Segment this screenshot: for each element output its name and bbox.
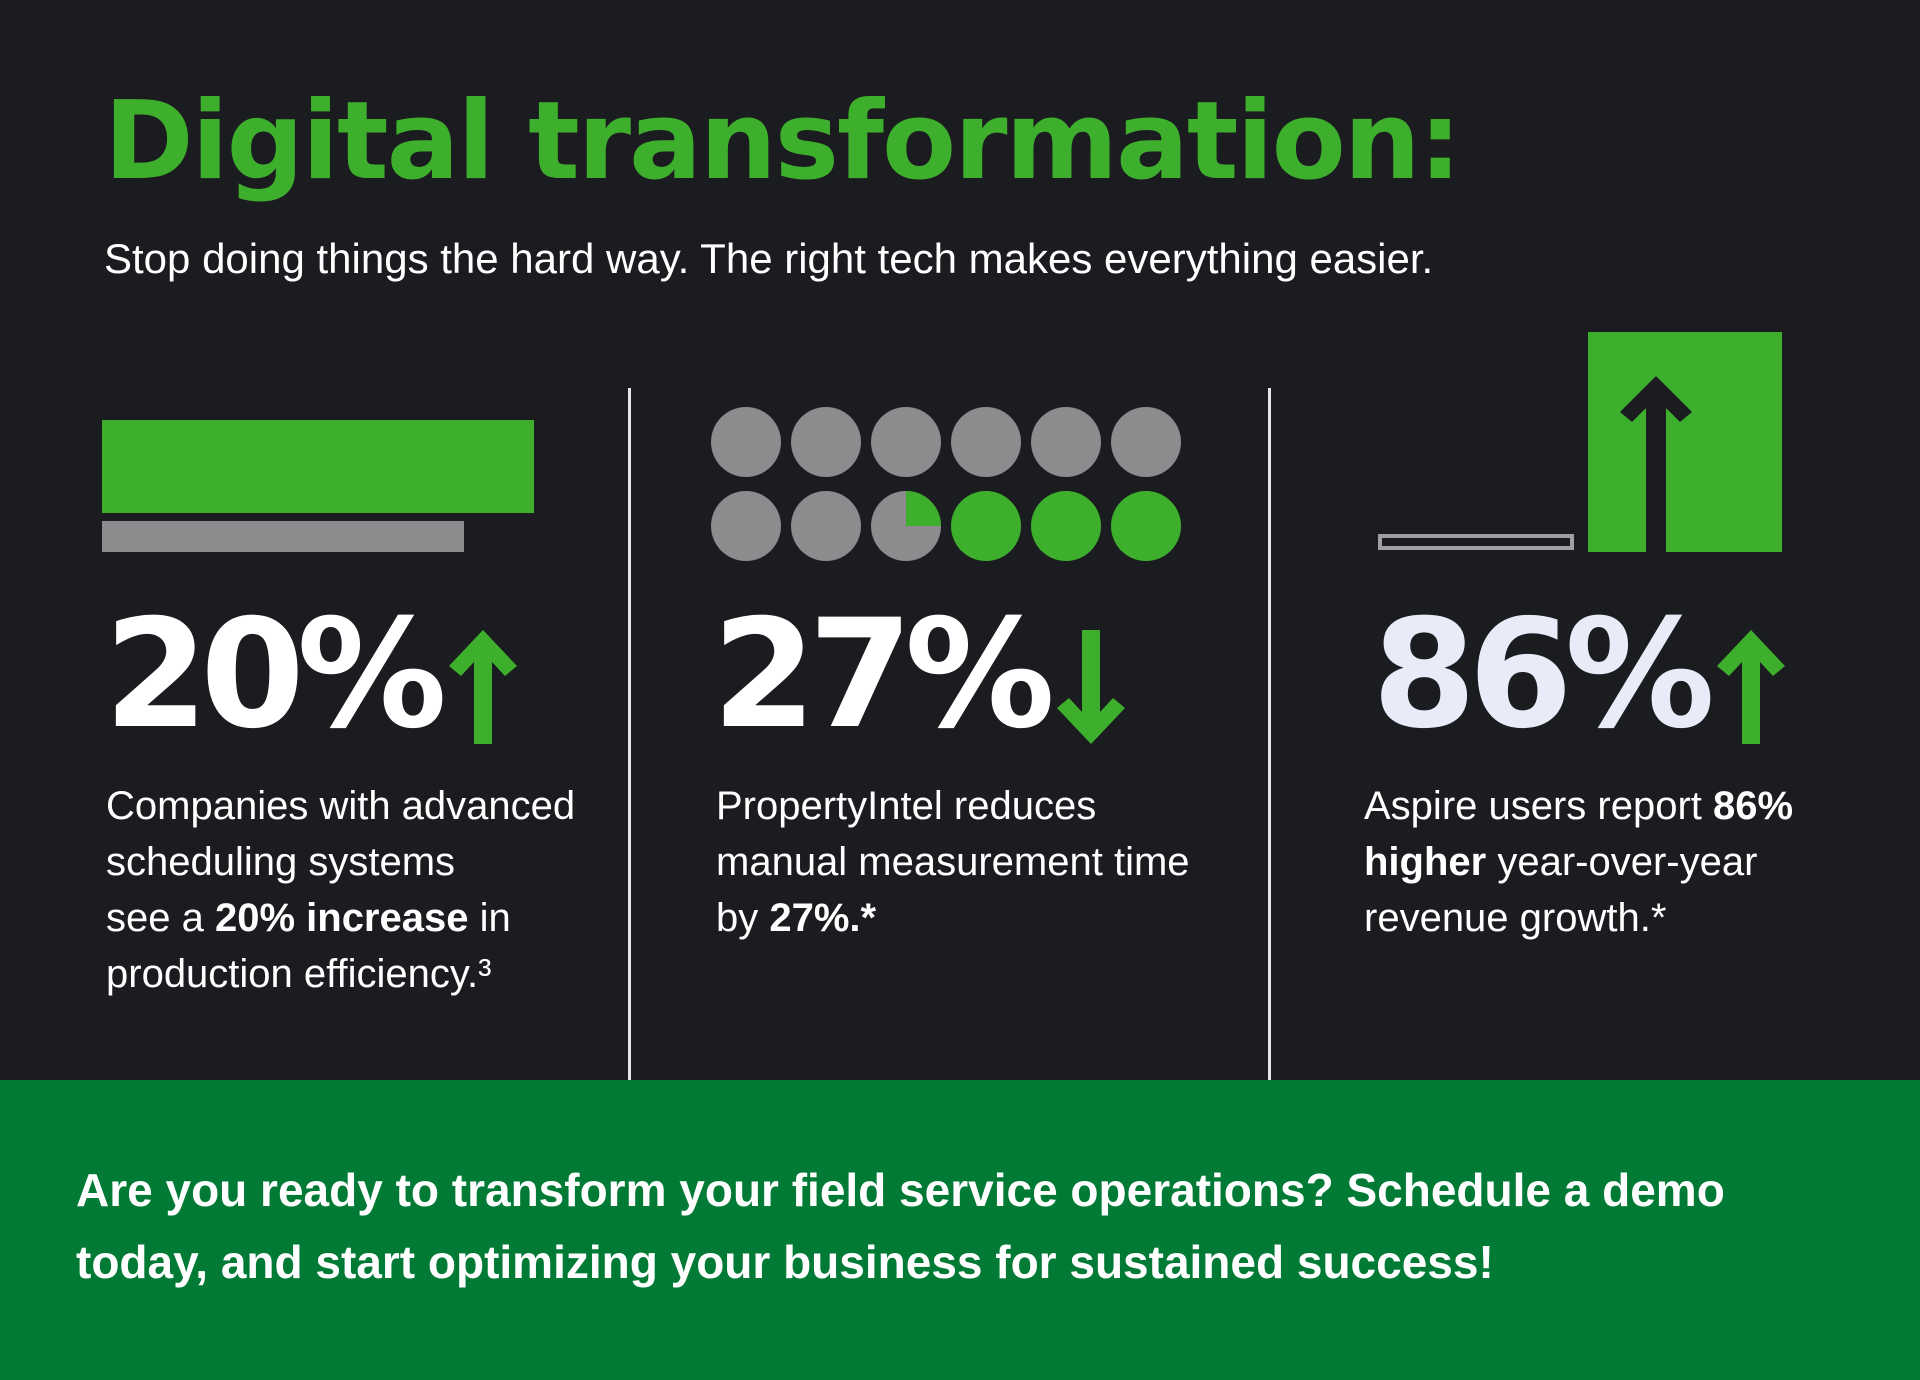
dot-grid-graphic xyxy=(711,407,1181,561)
column-divider xyxy=(628,388,631,1080)
growth-block xyxy=(1588,332,1782,552)
stat-description: Aspire users report 86% higher year-over… xyxy=(1364,784,1794,940)
stat-row: 86% xyxy=(1372,600,1787,750)
baseline-bar xyxy=(1378,534,1574,550)
bar-improved xyxy=(102,420,534,513)
stat-row: 27% xyxy=(712,600,1127,750)
bar-comparison-graphic xyxy=(102,420,534,552)
cta-banner xyxy=(0,1080,1920,1380)
page-title: Digital transformation: xyxy=(104,79,1462,204)
stat-description: Companies with advanced scheduling syste… xyxy=(106,784,576,996)
arrow-up-icon xyxy=(1717,630,1786,744)
stat-description: PropertyIntel reduces manual measurement… xyxy=(716,784,1190,940)
arrow-down-icon xyxy=(1057,630,1126,744)
dot-partial-fill xyxy=(906,491,941,526)
page-subtitle: Stop doing things the hard way. The righ… xyxy=(104,235,1434,282)
stat-value: 20% xyxy=(104,588,447,762)
column-divider xyxy=(1268,388,1271,1080)
stat-value: 27% xyxy=(712,588,1055,762)
arrow-up-icon xyxy=(449,630,518,744)
growth-graphic xyxy=(1378,332,1782,552)
arrow-up-icon xyxy=(1620,376,1692,552)
stat-row: 20% xyxy=(104,600,519,750)
cta-text: Are you ready to transform your field se… xyxy=(76,1164,1725,1288)
bar-baseline xyxy=(102,521,464,552)
stat-value: 86% xyxy=(1372,588,1715,762)
